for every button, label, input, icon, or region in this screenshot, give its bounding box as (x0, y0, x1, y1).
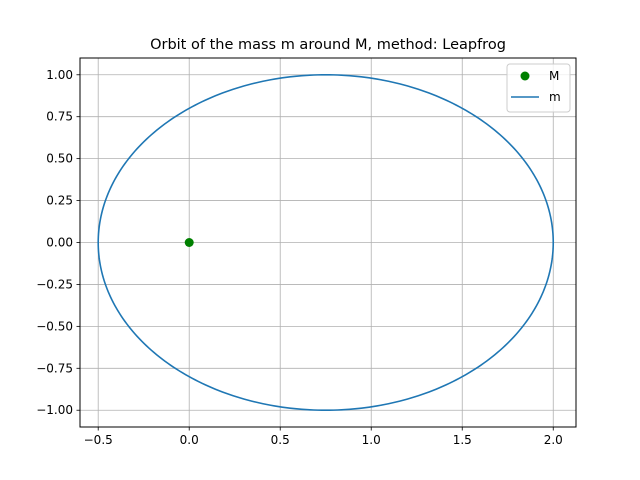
x-tick-label: −0.5 (84, 433, 113, 447)
grid (80, 58, 576, 427)
x-tick-label: 2.0 (544, 433, 563, 447)
legend-marker-M (520, 71, 530, 81)
x-tick-label: 0.0 (180, 433, 199, 447)
y-tick-label: −0.25 (36, 277, 73, 291)
y-tick-label: 0.50 (46, 152, 73, 166)
x-tick-label: 1.5 (453, 433, 472, 447)
mass-M-point (184, 238, 194, 247)
y-tick-label: 1.00 (46, 68, 73, 82)
y-tick-label: 0.25 (46, 194, 73, 208)
y-tick-label: 0.00 (46, 236, 73, 250)
x-tick-label: 1.0 (362, 433, 381, 447)
orbit-line-m (97, 73, 555, 412)
plot-area (97, 73, 555, 412)
y-tick-label: −0.50 (36, 319, 73, 333)
y-tick-label: 0.75 (46, 110, 73, 124)
x-tick-label: 0.5 (271, 433, 290, 447)
legend-box (506, 63, 571, 113)
legend-label-M: M (549, 69, 559, 83)
y-tick-label: −1.00 (36, 403, 73, 417)
chart-title: Orbit of the mass m around M, method: Le… (150, 37, 506, 53)
legend: M m (506, 63, 571, 113)
axis-ticks: −0.5 0.0 0.5 1.0 1.5 2.0 −1.00 −0.75 −0.50 −0.25 0… (36, 68, 563, 447)
y-tick-label: −0.75 (36, 361, 73, 375)
legend-label-m: m (549, 90, 561, 104)
